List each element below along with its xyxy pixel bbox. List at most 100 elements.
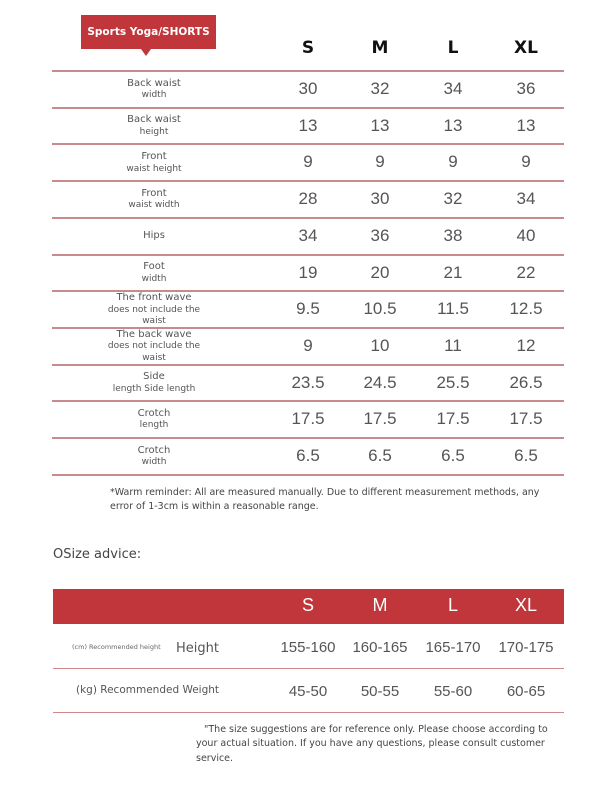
table-row: Front waist width 28 30 32 34 xyxy=(52,180,564,217)
advice-note: "The size suggestions are for reference … xyxy=(196,724,548,764)
cell-value: 9.5 xyxy=(296,299,320,319)
size-header-m: M xyxy=(371,38,389,58)
cell-value: 23.5 xyxy=(291,372,325,392)
measurement-label: Back waist height xyxy=(102,109,206,144)
label-line1: The back wave xyxy=(116,328,192,340)
cell-value: 32 xyxy=(370,79,390,98)
height-m: 160-165 xyxy=(352,639,408,656)
label-line2: width xyxy=(141,273,167,284)
size-header-xl: XL xyxy=(514,38,538,58)
label-line1: Front xyxy=(141,187,167,199)
cell-value: 13 xyxy=(370,115,390,135)
height-xl: 170-175 xyxy=(498,639,554,656)
cell-value: 17.5 xyxy=(509,409,543,429)
cell-value: 30 xyxy=(370,189,390,209)
label-line2: width xyxy=(141,457,167,468)
cell-value: 19 xyxy=(298,262,318,282)
cell-value: 12 xyxy=(516,335,536,355)
cell-value: 9 xyxy=(303,152,313,172)
cell-value: 17.5 xyxy=(363,409,397,429)
cell-value: 6.5 xyxy=(368,446,392,465)
measurement-label: Side length Side length xyxy=(102,366,206,401)
label-line1: Hips xyxy=(143,230,165,242)
weight-label: (kg) Recommended Weight xyxy=(76,684,220,696)
cell-value: 36 xyxy=(516,79,536,98)
cell-value: 30 xyxy=(298,79,318,98)
cell-value: 34 xyxy=(443,79,463,98)
measurement-label: Front waist width xyxy=(102,182,206,217)
cell-value: 11.5 xyxy=(437,299,469,319)
table-row: Crotch length 17.5 17.5 17.5 17.5 xyxy=(52,400,564,437)
label-line1: Crotch xyxy=(137,407,171,419)
cell-value: 22 xyxy=(516,262,536,282)
cell-value: 17.5 xyxy=(291,409,325,429)
table-row: Crotch width 6.5 6.5 6.5 6.5 xyxy=(52,437,564,474)
cell-value: 17.5 xyxy=(436,409,470,429)
label-line2: width xyxy=(141,90,167,101)
cell-value: 28 xyxy=(298,189,318,209)
label-line1: Front xyxy=(141,151,167,163)
cell-value: 36 xyxy=(370,225,390,245)
advice-header-bar: S M L XL xyxy=(53,589,564,624)
table-row: Hips 34 36 38 40 xyxy=(52,216,564,254)
cell-value: 20 xyxy=(370,262,390,282)
label-line2: waist height xyxy=(126,163,182,174)
cell-value: 34 xyxy=(516,189,536,209)
table-row: Side length Side length 23.5 24.5 25.5 26.5 xyxy=(52,363,564,401)
weight-l: 55-60 xyxy=(433,683,473,700)
height-s: 155-160 xyxy=(280,639,336,656)
table-bottom-divider xyxy=(52,474,564,476)
weight-s: 45-50 xyxy=(288,683,328,700)
category-title: Sports Yoga/SHORTS xyxy=(87,26,210,38)
table-row: The back wave does not include the waist 9… xyxy=(52,326,564,364)
cell-value: 6.5 xyxy=(514,446,538,465)
label-line2: waist width xyxy=(128,200,180,211)
advice-divider xyxy=(53,668,564,669)
cell-value: 13 xyxy=(298,115,318,135)
weight-xl: 60-65 xyxy=(506,683,546,700)
measurement-label: Front waist height xyxy=(102,145,206,180)
cell-value: 9 xyxy=(448,152,458,172)
measurement-label: The front wave does not include the waist xyxy=(102,292,206,327)
weight-m: 50-55 xyxy=(360,683,400,700)
label-line2: height xyxy=(139,126,169,137)
table-row: Front waist height 9 9 9 9 xyxy=(52,143,564,180)
label-line1: The front wave xyxy=(116,292,192,304)
label-line1: Crotch xyxy=(137,444,171,456)
cell-value: 26.5 xyxy=(509,372,543,392)
cell-value: 12.5 xyxy=(509,299,543,319)
height-unit-label: (cm) Recommended height xyxy=(72,643,161,651)
cell-value: 25.5 xyxy=(436,372,470,392)
cell-value: 6.5 xyxy=(296,446,320,465)
measurement-label: Back waist width xyxy=(102,72,206,107)
label-line2: length xyxy=(139,420,169,431)
warm-reminder: *Warm reminder: All are measured manuall… xyxy=(110,487,540,513)
label-line2: length Side length xyxy=(112,383,196,394)
table-row: Back waist width 30 32 34 36 xyxy=(52,70,564,107)
height-label: Height xyxy=(176,641,219,656)
measurement-label: The back wave does not include the waist xyxy=(102,329,206,364)
advice-size-s: S xyxy=(301,595,314,615)
cell-value: 32 xyxy=(443,189,463,209)
cell-value: 6.5 xyxy=(441,446,465,465)
table-row: Foot width 19 20 21 22 xyxy=(52,253,564,291)
advice-bottom-divider xyxy=(53,712,564,713)
table-row: Back waist height 13 13 13 13 xyxy=(52,106,564,144)
height-l: 165-170 xyxy=(425,639,481,656)
cell-value: 13 xyxy=(443,115,463,135)
measurement-label: Foot width xyxy=(102,256,206,291)
advice-size-m: M xyxy=(372,595,388,615)
label-line1: Back waist xyxy=(127,77,181,89)
cell-value: 34 xyxy=(298,225,318,245)
measurement-label: Hips xyxy=(102,219,206,254)
cell-value: 10.5 xyxy=(363,299,397,319)
label-line1: Back waist xyxy=(127,114,181,126)
size-header-s: S xyxy=(301,38,315,58)
cell-value: 13 xyxy=(516,115,536,135)
label-line1: Foot xyxy=(143,261,165,273)
advice-size-l: L xyxy=(447,595,458,615)
measurement-label: Crotch length xyxy=(102,402,206,437)
size-header-l: L xyxy=(447,38,459,58)
label-line2: does not include the waist xyxy=(107,341,201,363)
product-category-tag: Sports Yoga/SHORTS xyxy=(81,15,216,56)
